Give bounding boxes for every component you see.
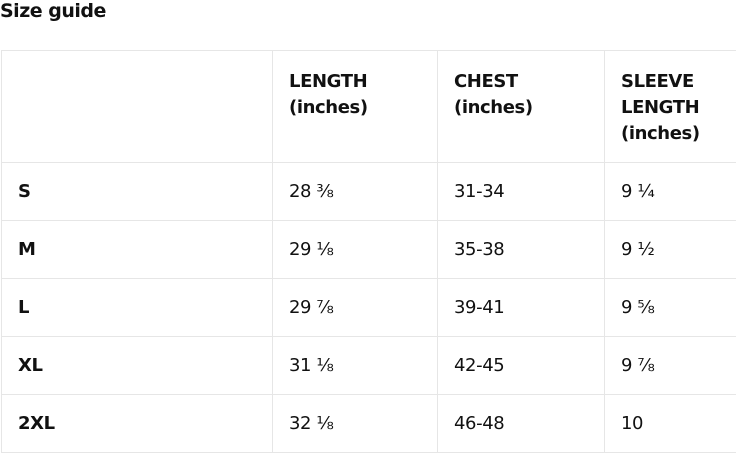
- cell-chest: 31-34: [437, 162, 605, 221]
- header-size: [1, 50, 273, 163]
- header-row: LENGTH (inches) CHEST (inches) SLEEVE LE…: [1, 50, 736, 163]
- table-row: 2XL 32 ⅛ 46-48 10: [1, 394, 736, 453]
- cell-length: 31 ⅛: [272, 336, 438, 395]
- cell-sleeve-length: 9 ½: [604, 220, 736, 279]
- page-title: Size guide: [0, 0, 106, 22]
- table-row: M 29 ⅛ 35-38 9 ½: [1, 220, 736, 279]
- cell-length: 29 ⅛: [272, 220, 438, 279]
- size-guide-table: LENGTH (inches) CHEST (inches) SLEEVE LE…: [1, 50, 736, 453]
- cell-size: S: [1, 162, 273, 221]
- table-row: S 28 ⅜ 31-34 9 ¼: [1, 162, 736, 221]
- cell-length: 32 ⅛: [272, 394, 438, 453]
- cell-chest: 35-38: [437, 220, 605, 279]
- cell-chest: 39-41: [437, 278, 605, 337]
- cell-length: 28 ⅜: [272, 162, 438, 221]
- header-chest: CHEST (inches): [437, 50, 605, 163]
- cell-size: L: [1, 278, 273, 337]
- cell-sleeve-length: 9 ⅞: [604, 336, 736, 395]
- table-row: L 29 ⅞ 39-41 9 ⅝: [1, 278, 736, 337]
- header-length: LENGTH (inches): [272, 50, 438, 163]
- cell-size: XL: [1, 336, 273, 395]
- cell-sleeve-length: 10: [604, 394, 736, 453]
- cell-chest: 46-48: [437, 394, 605, 453]
- cell-length: 29 ⅞: [272, 278, 438, 337]
- table-row: XL 31 ⅛ 42-45 9 ⅞: [1, 336, 736, 395]
- cell-size: 2XL: [1, 394, 273, 453]
- cell-sleeve-length: 9 ¼: [604, 162, 736, 221]
- header-sleeve-length: SLEEVE LENGTH (inches): [604, 50, 736, 163]
- cell-sleeve-length: 9 ⅝: [604, 278, 736, 337]
- cell-size: M: [1, 220, 273, 279]
- cell-chest: 42-45: [437, 336, 605, 395]
